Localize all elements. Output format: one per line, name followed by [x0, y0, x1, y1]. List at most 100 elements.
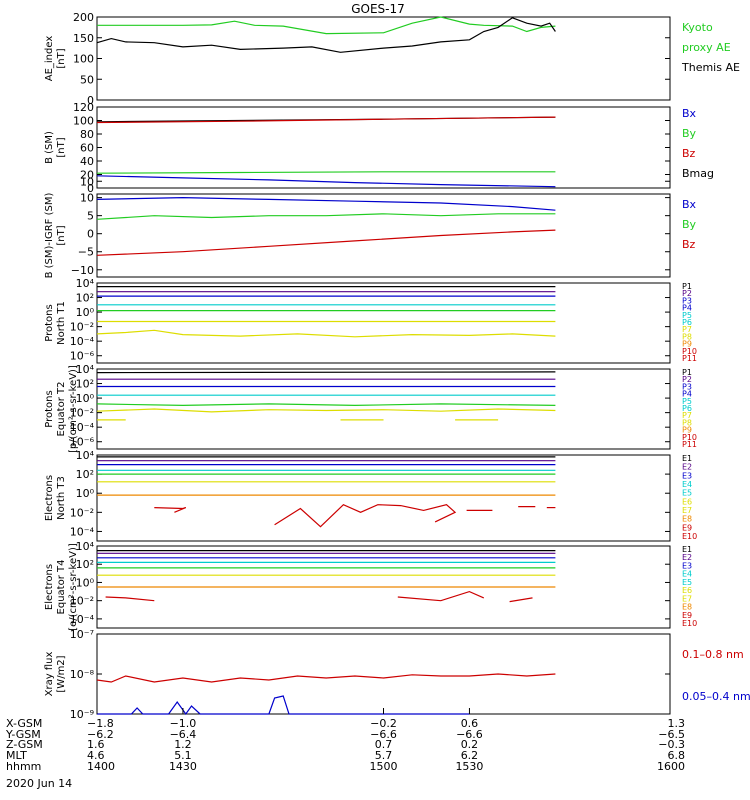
y-tick-label: 10 [80, 192, 94, 205]
legend-entry: By [682, 218, 697, 231]
y-tick-label: 10⁻² [70, 506, 94, 519]
ephemeris-value: 1500 [370, 760, 398, 773]
ephemeris-value: −0.3 [658, 738, 685, 751]
legend-entry: E3 [682, 471, 692, 480]
legend-entry: proxy AE [682, 41, 731, 54]
y-axis-label: Equator T4 [56, 560, 67, 615]
series-line-red [96, 116, 556, 124]
y-tick-label: 10² [76, 378, 94, 391]
legend-entry: E8 [682, 515, 692, 524]
y-tick-label: 10⁴ [76, 363, 95, 376]
y-tick-label: 10⁻⁷ [70, 628, 94, 641]
ephemeris-value: 0.2 [461, 738, 479, 751]
legend-entry: P4 [682, 390, 692, 399]
y-tick-label: 10⁻⁴ [70, 421, 95, 434]
legend-entry: Kyoto [682, 21, 713, 34]
legend-entry: E3 [682, 561, 692, 570]
y-tick-label: 10⁻⁹ [70, 708, 94, 721]
y-tick-label: 60 [80, 142, 94, 155]
panel-ae: 0 50 100 150 200 AE_index [nT] Kyoto proxy AE The… [44, 11, 740, 107]
ephemeris-row-label: X-GSM [6, 717, 42, 730]
legend-entry: E10 [682, 532, 697, 541]
plot-title: GOES-17 [351, 2, 405, 16]
y-tick-label: 10 [80, 175, 94, 188]
y-axis-label: North T3 [56, 476, 67, 520]
y-tick-label: 10⁰ [76, 306, 95, 319]
legend-entry: E8 [682, 603, 692, 612]
legend-entry: P11 [682, 440, 697, 449]
panel-xray: 10⁻⁷ 10⁻⁸ 10⁻⁹ Xray flux [W/m2] 0.1–0.8 nm 0.0… [44, 628, 750, 721]
legend-entry: Bx [682, 107, 697, 120]
legend-entry: Bx [682, 198, 697, 211]
ephemeris-value: 1600 [657, 760, 685, 773]
y-axis-label: [e/(cm²-s-sr-keV)] [68, 543, 79, 631]
ephemeris-value: 5.7 [375, 749, 393, 762]
y-tick-label: 10⁰ [76, 487, 95, 500]
ephemeris-value: 1.3 [668, 717, 686, 730]
y-tick-label: 100 [73, 115, 94, 128]
y-tick-label: −10 [71, 264, 94, 277]
ephemeris-value: −1.0 [170, 717, 197, 730]
ephemeris-value: 5.1 [174, 749, 192, 762]
y-axis-label: [nT] [56, 137, 67, 157]
y-tick-label: 10⁻⁴ [70, 335, 95, 348]
y-tick-label: 200 [73, 11, 94, 24]
panel-frame [96, 454, 671, 542]
ephemeris-value: −6.5 [658, 728, 685, 741]
ephemeris-value: 1400 [87, 760, 115, 773]
ephemeris-value: 1.6 [87, 738, 105, 751]
series-line-red [154, 507, 187, 513]
ephemeris-value: 1.2 [174, 738, 192, 751]
ephemeris-row-label: hhmm [6, 760, 41, 773]
y-tick-label: 10⁻⁶ [70, 436, 95, 449]
series-line-red [274, 503, 457, 528]
series-line-blue [96, 196, 556, 211]
legend-entry: E9 [682, 611, 692, 620]
y-axis-label: Equator T2 [56, 382, 67, 437]
y-axis-label: Protons [44, 304, 55, 341]
legend-entry: P3 [682, 382, 692, 391]
series-line-green [96, 213, 556, 220]
y-tick-label: 50 [80, 73, 94, 86]
y-tick-label: 150 [73, 32, 94, 45]
legend-entry: 0.1–0.8 nm [682, 648, 744, 661]
y-axis-label: Electrons [44, 564, 55, 610]
legend-entry: P6 [682, 318, 692, 327]
legend-entry: P3 [682, 296, 692, 305]
legend-entry: Themis AE [681, 61, 740, 74]
ephemeris-value: −0.2 [370, 717, 397, 730]
panel-frame [96, 282, 671, 364]
legend-entry: E9 [682, 523, 692, 532]
panel-frame [96, 633, 671, 715]
y-axis-label: North T1 [56, 301, 67, 345]
y-tick-label: 20 [80, 169, 94, 182]
ephemeris-value: 1530 [455, 760, 483, 773]
ephemeris-value: 1430 [169, 760, 197, 773]
legend-entry: P9 [682, 426, 692, 435]
y-tick-label: −5 [78, 246, 94, 259]
y-tick-label: 100 [73, 53, 94, 66]
legend-entry: P6 [682, 404, 692, 413]
ephemeris-row-label: Z-GSM [6, 738, 43, 751]
legend-entry: P4 [682, 304, 692, 313]
ephemeris-row-label: MLT [6, 749, 27, 762]
series-line-red [509, 597, 533, 603]
y-tick-label: 10² [76, 558, 94, 571]
y-axis-label: Electrons [44, 475, 55, 521]
legend-entry: E4 [682, 480, 692, 489]
legend-entry: Bz [682, 147, 696, 160]
legend-entry: Bz [682, 238, 696, 251]
y-axis-label: [W/m2] [56, 655, 67, 692]
series-line-red [397, 590, 485, 602]
y-axis-label: Xray flux [44, 652, 55, 697]
y-tick-label: 10⁴ [76, 449, 95, 462]
legend-entry: P8 [682, 418, 692, 427]
y-tick-label: 80 [80, 128, 94, 141]
ephemeris-value: −1.8 [87, 717, 114, 730]
series-line-yellow [96, 408, 556, 413]
legend-entry: P1 [682, 368, 692, 377]
y-axis-label: [p/(cm²-s-sr-keV)] [68, 365, 79, 453]
y-tick-label: 5 [87, 210, 94, 223]
